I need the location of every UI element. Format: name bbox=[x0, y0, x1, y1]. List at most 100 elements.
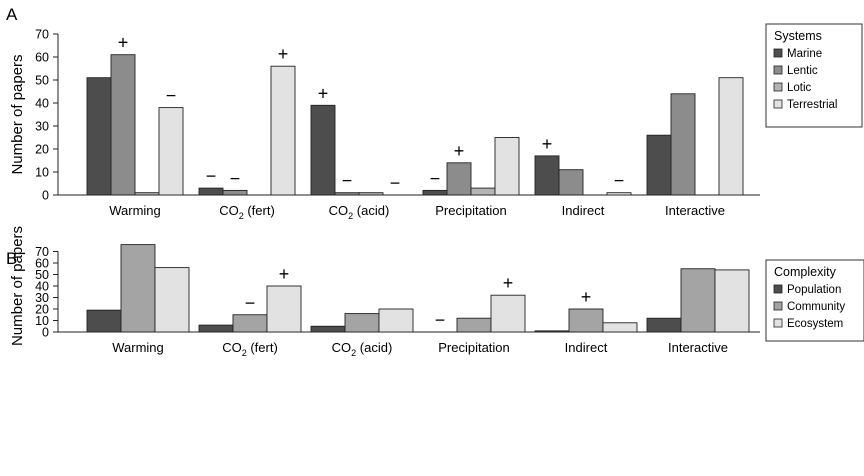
y-tick-label: 0 bbox=[42, 189, 49, 203]
significance-mark: + bbox=[278, 44, 289, 64]
significance-mark: − bbox=[166, 86, 177, 106]
bar-marine-1 bbox=[198, 187, 224, 196]
y-tick-label: 50 bbox=[35, 268, 49, 282]
category-label: Precipitation bbox=[438, 340, 510, 355]
bar-ecosystem-5 bbox=[714, 269, 750, 333]
significance-mark: − bbox=[435, 310, 446, 330]
bar-community-0 bbox=[120, 244, 156, 333]
bar-community-4 bbox=[568, 308, 604, 333]
y-tick-label: 30 bbox=[35, 291, 49, 305]
legend-swatch-marine bbox=[773, 48, 783, 58]
legend-swatch-lotic bbox=[773, 82, 783, 92]
significance-mark: − bbox=[230, 168, 241, 188]
y-tick-label: 20 bbox=[35, 303, 49, 317]
bar-marine-0 bbox=[86, 77, 112, 196]
category-label: Interactive bbox=[668, 340, 728, 355]
bar-population-4 bbox=[534, 330, 570, 333]
bar-ecosystem-2 bbox=[378, 308, 414, 333]
y-tick-label: 0 bbox=[42, 326, 49, 340]
legend-title: Complexity bbox=[774, 265, 837, 279]
significance-mark: − bbox=[390, 173, 401, 193]
legend: Complexity Population Community Ecosystem bbox=[765, 259, 864, 342]
category-label: CO2 (fert) bbox=[219, 203, 275, 221]
legend-swatch-lentic bbox=[773, 65, 783, 75]
bar-lentic-0 bbox=[110, 54, 136, 196]
legend-swatch-population bbox=[773, 284, 783, 294]
bar-ecosystem-0 bbox=[154, 267, 190, 333]
significance-mark: + bbox=[279, 264, 290, 284]
legend: Systems Marine Lentic Lotic Terrestrial bbox=[765, 23, 863, 128]
bar-marine-5 bbox=[646, 134, 672, 196]
y-axis-label: Number of papers bbox=[9, 54, 26, 174]
y-axis-label: Number of papers bbox=[9, 226, 26, 346]
bar-community-5 bbox=[680, 268, 716, 333]
legend-label-terrestrial: Terrestrial bbox=[787, 99, 837, 111]
significance-mark: − bbox=[614, 171, 625, 191]
significance-mark: + bbox=[318, 83, 329, 103]
bar-community-2 bbox=[344, 313, 380, 333]
y-tick-label: 10 bbox=[35, 314, 49, 328]
bar-population-5 bbox=[646, 317, 682, 333]
category-label: CO2 (acid) bbox=[332, 340, 393, 358]
bar-lentic-3 bbox=[446, 162, 472, 196]
y-tick-label: 50 bbox=[35, 74, 49, 88]
panel-letter: A bbox=[6, 5, 18, 24]
legend-swatch-community bbox=[773, 301, 783, 311]
significance-mark: + bbox=[454, 141, 465, 161]
significance-mark: + bbox=[542, 134, 553, 154]
category-label: Warming bbox=[112, 340, 164, 355]
y-tick-label: 70 bbox=[35, 245, 49, 259]
y-tick-label: 40 bbox=[35, 280, 49, 294]
legend-label-community: Community bbox=[787, 301, 845, 313]
category-label: Interactive bbox=[665, 203, 725, 218]
bar-ecosystem-3 bbox=[490, 294, 526, 333]
significance-mark: − bbox=[342, 171, 353, 191]
bar-terrestrial-0 bbox=[158, 107, 184, 196]
category-label: Indirect bbox=[565, 340, 608, 355]
legend-title: Systems bbox=[774, 29, 822, 43]
category-label: CO2 (acid) bbox=[329, 203, 390, 221]
bar-terrestrial-5 bbox=[718, 77, 744, 196]
legend-label-marine: Marine bbox=[787, 48, 822, 60]
bar-community-1 bbox=[232, 314, 268, 333]
significance-mark: − bbox=[245, 293, 256, 313]
significance-mark: − bbox=[430, 168, 441, 188]
y-tick-label: 20 bbox=[35, 143, 49, 157]
bar-lentic-4 bbox=[558, 169, 584, 196]
bar-lentic-5 bbox=[670, 93, 696, 196]
significance-mark: + bbox=[503, 273, 514, 293]
bar-lotic-0 bbox=[134, 192, 160, 196]
bar-community-3 bbox=[456, 317, 492, 333]
y-tick-label: 40 bbox=[35, 97, 49, 111]
bar-population-1 bbox=[198, 324, 234, 333]
category-label: Warming bbox=[109, 203, 161, 218]
bar-marine-2 bbox=[310, 104, 336, 196]
bar-lotic-3 bbox=[470, 187, 496, 196]
bar-lentic-2 bbox=[334, 192, 360, 196]
bar-population-2 bbox=[310, 325, 346, 333]
panel-letter: B bbox=[6, 249, 17, 268]
legend-box bbox=[765, 23, 863, 128]
legend-label-lentic: Lentic bbox=[787, 65, 818, 77]
bar-ecosystem-4 bbox=[602, 322, 638, 333]
legend-swatch-terrestrial bbox=[773, 99, 783, 109]
category-label: CO2 (fert) bbox=[222, 340, 278, 358]
category-label: Precipitation bbox=[435, 203, 507, 218]
legend-box bbox=[765, 259, 864, 342]
bar-terrestrial-1 bbox=[270, 65, 296, 196]
y-tick-label: 30 bbox=[35, 120, 49, 134]
legend-label-ecosystem: Ecosystem bbox=[787, 318, 843, 330]
bar-marine-4 bbox=[534, 155, 560, 196]
legend-swatch-ecosystem bbox=[773, 318, 783, 328]
y-tick-label: 60 bbox=[35, 51, 49, 65]
significance-mark: − bbox=[206, 166, 217, 186]
y-tick-label: 10 bbox=[35, 166, 49, 180]
significance-mark: + bbox=[118, 33, 129, 53]
y-tick-label: 70 bbox=[35, 28, 49, 42]
legend-label-population: Population bbox=[787, 284, 841, 296]
bar-lentic-1 bbox=[222, 189, 248, 196]
bar-ecosystem-1 bbox=[266, 285, 302, 333]
significance-mark: + bbox=[581, 287, 592, 307]
